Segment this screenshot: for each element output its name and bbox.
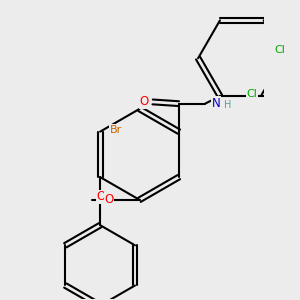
Text: O: O xyxy=(139,95,148,108)
Text: H: H xyxy=(224,100,231,110)
Text: O: O xyxy=(96,190,106,203)
Text: Br: Br xyxy=(110,125,122,135)
Text: Cl: Cl xyxy=(275,45,286,55)
Text: N: N xyxy=(212,97,220,110)
Text: Cl: Cl xyxy=(247,89,258,99)
Text: O: O xyxy=(104,193,113,206)
